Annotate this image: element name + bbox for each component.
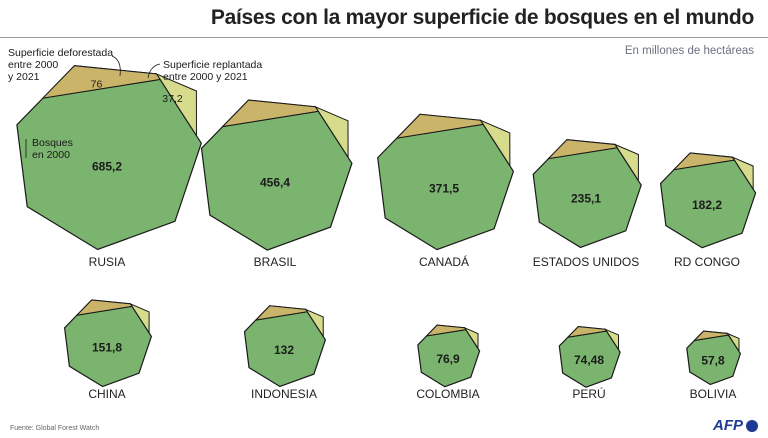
country-label: INDONESIA — [251, 387, 317, 401]
deforested-boundary — [396, 123, 484, 139]
country-label: CHINA — [88, 387, 125, 401]
afp-logo-dot — [746, 419, 758, 432]
deforested-boundary — [548, 147, 618, 160]
country-rd-congo: 182,2 RD CONGO — [659, 152, 757, 269]
country-canad-: 371,5 CANADÁ — [377, 113, 515, 269]
source-note: Fuente: Global Forest Watch — [10, 425, 100, 432]
forest-value-label: 74,48 — [574, 353, 604, 367]
country-indonesia: 132 INDONESIA — [243, 305, 327, 401]
forest-value-label: 371,5 — [429, 181, 459, 195]
country-rusia: 685,2 RUSIA 76 37,2 Superficie deforestada en… — [8, 47, 262, 269]
forest-value-label: 151,8 — [92, 340, 122, 354]
title-divider — [0, 37, 768, 38]
deforested-boundary — [426, 329, 466, 337]
forest-area — [200, 99, 353, 251]
forest-value-label: 235,1 — [571, 192, 601, 206]
country-label: ESTADOS UNIDOS — [533, 255, 639, 269]
forest-value-label: 685,2 — [92, 159, 122, 173]
country-label: RD CONGO — [674, 255, 740, 269]
chart-subtitle: En millones de hectáreas — [624, 45, 754, 57]
country-bolivia: 57,8 BOLIVIA — [686, 330, 742, 401]
annotation-forest: Bosques en 2000 — [32, 137, 73, 161]
country-estados-unidos: 235,1 ESTADOS UNIDOS — [532, 139, 642, 269]
country-label: COLOMBIA — [416, 387, 479, 401]
forest-value-label: 456,4 — [260, 175, 290, 189]
deforested-boundary — [694, 334, 729, 341]
forest-area — [417, 324, 481, 388]
deforested-boundary — [76, 306, 133, 316]
deforested-boundary — [222, 110, 319, 128]
forest-area — [243, 305, 327, 388]
annotation-replanted-leader — [147, 63, 161, 79]
deforested-value-label: 76 — [91, 79, 103, 91]
forest-area — [532, 139, 642, 249]
forest-area — [63, 299, 153, 388]
annotation-deforested: Superficie deforestada entre 2000 y 2021 — [8, 47, 113, 83]
annotation-replanted: Superficie replantada entre 2000 y 2021 — [163, 59, 262, 83]
country-label: CANADÁ — [419, 254, 469, 269]
forest-area — [686, 330, 742, 386]
deforested-boundary — [255, 311, 308, 321]
country-brasil: 456,4 BRASIL — [200, 99, 353, 269]
annotation-deforested-leader — [111, 55, 121, 77]
forest-value-label: 76,9 — [436, 352, 460, 366]
forest-value-label: 57,8 — [701, 353, 725, 367]
forest-value-label: 182,2 — [692, 198, 722, 212]
country-label: PERÚ — [572, 386, 605, 401]
replanted-value-label: 37,2 — [162, 93, 183, 105]
deforested-boundary — [673, 159, 735, 171]
country-label: BOLIVIA — [690, 387, 737, 401]
forest-area — [16, 65, 202, 251]
forest-value-label: 132 — [274, 343, 294, 357]
afp-logo: AFP — [713, 417, 758, 434]
forest-area — [659, 152, 757, 249]
chart-title: Países con la mayor superficie de bosque… — [210, 6, 754, 29]
country-per-: 74,48 PERÚ — [558, 325, 621, 401]
country-colombia: 76,9 COLOMBIA — [416, 324, 481, 401]
deforested-boundary — [567, 330, 607, 338]
forest-area — [558, 325, 621, 388]
afp-logo-text: AFP — [713, 417, 743, 434]
country-label: RUSIA — [89, 255, 126, 269]
country-china: 151,8 CHINA — [63, 299, 153, 401]
forest-area — [377, 113, 515, 251]
deforested-boundary — [42, 79, 161, 99]
country-label: BRASIL — [254, 255, 297, 269]
